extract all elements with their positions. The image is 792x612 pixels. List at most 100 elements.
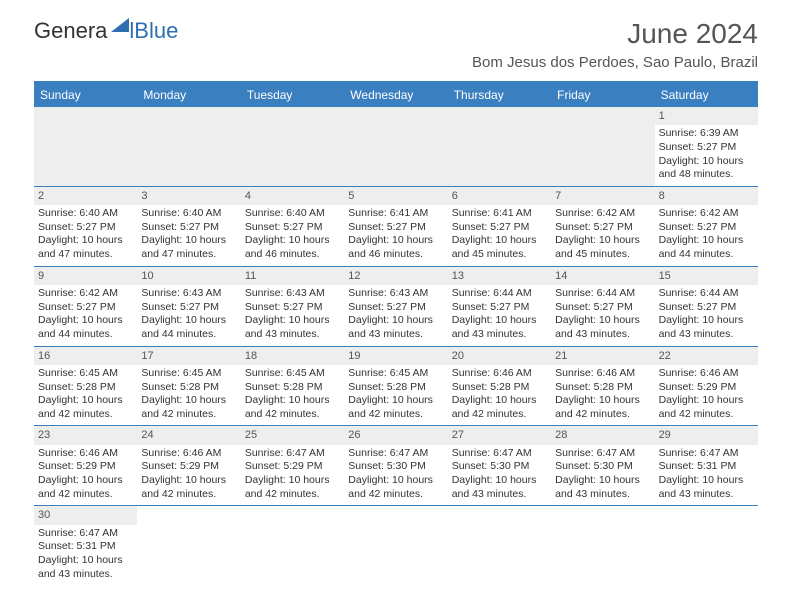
logo: Genera lBlue: [34, 18, 178, 44]
sunset-text: Sunset: 5:27 PM: [452, 221, 547, 235]
weekday-sunday: Sunday: [34, 83, 137, 107]
sunrise-text: Sunrise: 6:45 AM: [348, 367, 443, 381]
sunrise-text: Sunrise: 6:40 AM: [141, 207, 236, 221]
sunrise-text: Sunrise: 6:42 AM: [555, 207, 650, 221]
day-number: 29: [655, 426, 758, 444]
daylight-text: Daylight: 10 hours and 43 minutes.: [38, 554, 133, 581]
daylight-text: Daylight: 10 hours and 47 minutes.: [38, 234, 133, 261]
sunrise-text: Sunrise: 6:41 AM: [348, 207, 443, 221]
day-number: 9: [34, 267, 137, 285]
day-17: 17Sunrise: 6:45 AMSunset: 5:28 PMDayligh…: [137, 347, 240, 426]
daylight-text: Daylight: 10 hours and 43 minutes.: [245, 314, 340, 341]
daylight-text: Daylight: 10 hours and 42 minutes.: [245, 474, 340, 501]
sunrise-text: Sunrise: 6:42 AM: [38, 287, 133, 301]
daylight-text: Daylight: 10 hours and 45 minutes.: [452, 234, 547, 261]
day-number: 13: [448, 267, 551, 285]
daylight-text: Daylight: 10 hours and 42 minutes.: [141, 474, 236, 501]
sunrise-text: Sunrise: 6:45 AM: [141, 367, 236, 381]
day-22: 22Sunrise: 6:46 AMSunset: 5:29 PMDayligh…: [655, 347, 758, 426]
day-number: 30: [34, 506, 137, 524]
sunrise-text: Sunrise: 6:46 AM: [555, 367, 650, 381]
sunset-text: Sunset: 5:27 PM: [659, 141, 754, 155]
day-3: 3 Sunrise: 6:40 AMSunset: 5:27 PMDaylight…: [137, 187, 240, 266]
sunrise-text: Sunrise: 6:45 AM: [38, 367, 133, 381]
daylight-text: Daylight: 10 hours and 44 minutes.: [141, 314, 236, 341]
day-empty: [137, 506, 240, 585]
week-row: 16Sunrise: 6:45 AMSunset: 5:28 PMDayligh…: [34, 347, 758, 427]
sunset-text: Sunset: 5:27 PM: [659, 221, 754, 235]
day-number: 17: [137, 347, 240, 365]
day-20: 20Sunrise: 6:46 AMSunset: 5:28 PMDayligh…: [448, 347, 551, 426]
daylight-text: Daylight: 10 hours and 43 minutes.: [659, 474, 754, 501]
day-empty: [241, 506, 344, 585]
daylight-text: Daylight: 10 hours and 42 minutes.: [141, 394, 236, 421]
weekday-friday: Friday: [551, 83, 654, 107]
day-number: 4: [241, 187, 344, 205]
logo-sail-icon: [111, 18, 129, 32]
daylight-text: Daylight: 10 hours and 46 minutes.: [348, 234, 443, 261]
sunset-text: Sunset: 5:27 PM: [141, 301, 236, 315]
sunrise-text: Sunrise: 6:47 AM: [38, 527, 133, 541]
day-25: 25 Sunrise: 6:47 AMSunset: 5:29 PMDayligh…: [241, 426, 344, 505]
logo-text-blue: lBlue: [129, 18, 178, 44]
day-empty: [551, 107, 654, 186]
weeks-container: 1Sunrise: 6:39 AMSunset: 5:27 PMDaylight…: [34, 107, 758, 585]
day-empty: [551, 506, 654, 585]
sunset-text: Sunset: 5:29 PM: [245, 460, 340, 474]
day-number: 12: [344, 267, 447, 285]
day-empty: [34, 107, 137, 186]
weekday-monday: Monday: [137, 83, 240, 107]
sunset-text: Sunset: 5:31 PM: [38, 540, 133, 554]
day-24: 24Sunrise: 6:46 AMSunset: 5:29 PMDayligh…: [137, 426, 240, 505]
sunrise-text: Sunrise: 6:43 AM: [141, 287, 236, 301]
calendar: SundayMondayTuesdayWednesdayThursdayFrid…: [34, 81, 758, 585]
daylight-text: Daylight: 10 hours and 42 minutes.: [555, 394, 650, 421]
day-number: 27: [448, 426, 551, 444]
sunset-text: Sunset: 5:29 PM: [38, 460, 133, 474]
daylight-text: Daylight: 10 hours and 42 minutes.: [245, 394, 340, 421]
daylight-text: Daylight: 10 hours and 42 minutes.: [348, 394, 443, 421]
day-number: 23: [34, 426, 137, 444]
day-empty: [344, 107, 447, 186]
day-14: 14Sunrise: 6:44 AMSunset: 5:27 PMDayligh…: [551, 267, 654, 346]
day-empty: [448, 506, 551, 585]
daylight-text: Daylight: 10 hours and 46 minutes.: [245, 234, 340, 261]
sunrise-text: Sunrise: 6:47 AM: [452, 447, 547, 461]
sunset-text: Sunset: 5:27 PM: [141, 221, 236, 235]
sunset-text: Sunset: 5:31 PM: [659, 460, 754, 474]
sunrise-text: Sunrise: 6:47 AM: [555, 447, 650, 461]
sunset-text: Sunset: 5:27 PM: [452, 301, 547, 315]
day-number: 25: [241, 426, 344, 444]
daylight-text: Daylight: 10 hours and 42 minutes.: [452, 394, 547, 421]
daylight-text: Daylight: 10 hours and 44 minutes.: [659, 234, 754, 261]
sunset-text: Sunset: 5:27 PM: [245, 221, 340, 235]
day-5: 5Sunrise: 6:41 AMSunset: 5:27 PMDaylight…: [344, 187, 447, 266]
day-7: 7Sunrise: 6:42 AMSunset: 5:27 PMDaylight…: [551, 187, 654, 266]
daylight-text: Daylight: 10 hours and 43 minutes.: [555, 314, 650, 341]
sunrise-text: Sunrise: 6:46 AM: [452, 367, 547, 381]
day-number: 6: [448, 187, 551, 205]
day-empty: [344, 506, 447, 585]
week-row: 9Sunrise: 6:42 AMSunset: 5:27 PMDaylight…: [34, 267, 758, 347]
sunset-text: Sunset: 5:27 PM: [38, 221, 133, 235]
sunset-text: Sunset: 5:28 PM: [38, 381, 133, 395]
sunrise-text: Sunrise: 6:47 AM: [245, 447, 340, 461]
day-18: 18Sunrise: 6:45 AMSunset: 5:28 PMDayligh…: [241, 347, 344, 426]
day-number: 14: [551, 267, 654, 285]
sunset-text: Sunset: 5:27 PM: [348, 301, 443, 315]
day-number: 11: [241, 267, 344, 285]
day-number: 3: [137, 187, 240, 205]
day-26: 26Sunrise: 6:47 AMSunset: 5:30 PMDayligh…: [344, 426, 447, 505]
day-6: 6Sunrise: 6:41 AMSunset: 5:27 PMDaylight…: [448, 187, 551, 266]
day-number: 28: [551, 426, 654, 444]
sunset-text: Sunset: 5:30 PM: [348, 460, 443, 474]
sunset-text: Sunset: 5:28 PM: [348, 381, 443, 395]
daylight-text: Daylight: 10 hours and 47 minutes.: [141, 234, 236, 261]
daylight-text: Daylight: 10 hours and 48 minutes.: [659, 155, 754, 182]
day-number: 26: [344, 426, 447, 444]
sunset-text: Sunset: 5:27 PM: [555, 301, 650, 315]
sunrise-text: Sunrise: 6:42 AM: [659, 207, 754, 221]
sunset-text: Sunset: 5:29 PM: [141, 460, 236, 474]
daylight-text: Daylight: 10 hours and 43 minutes.: [659, 314, 754, 341]
day-16: 16Sunrise: 6:45 AMSunset: 5:28 PMDayligh…: [34, 347, 137, 426]
